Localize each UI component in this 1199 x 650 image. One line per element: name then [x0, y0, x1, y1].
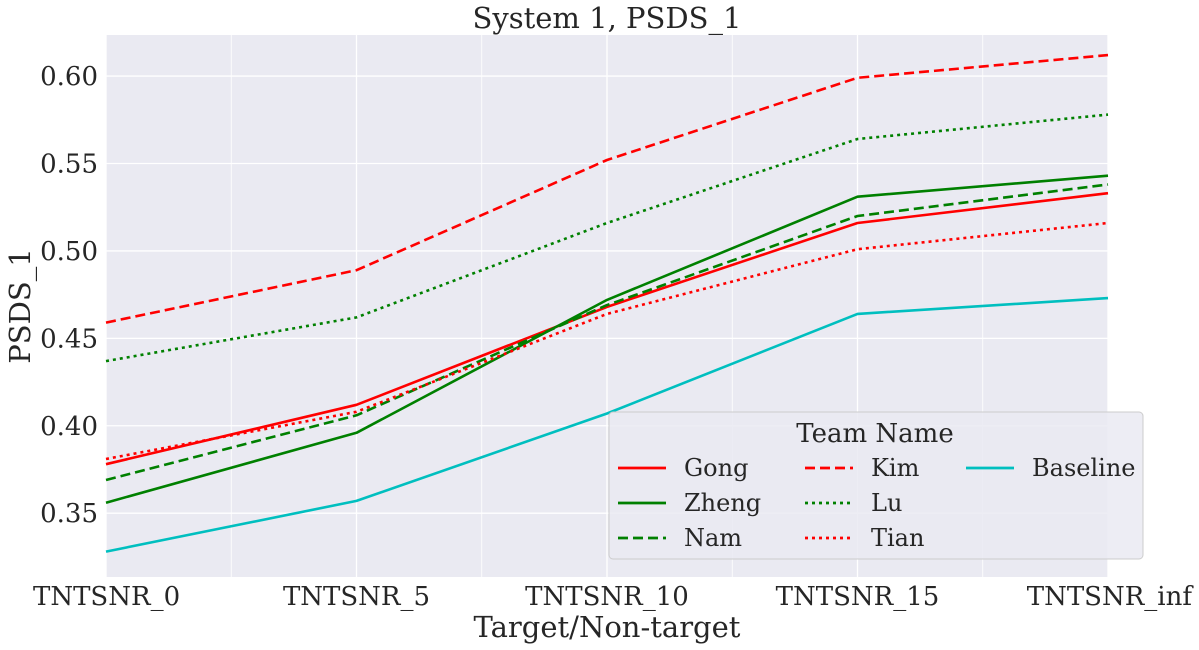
series-line-baseline [105, 296, 1109, 553]
legend-box [608, 411, 1144, 560]
x-tick-label: TNTSNR_5 [283, 582, 430, 612]
legend-items: Gong Zheng Nam Kim Lu Tian Baseline [618, 454, 1135, 552]
series-line-nam [105, 183, 1109, 482]
legend-title: Team Name [796, 419, 953, 449]
series-line-gong [105, 191, 1109, 466]
y-tick-label: 0.45 [40, 324, 98, 354]
legend-label-tian: Tian [871, 524, 924, 552]
y-tick-label: 0.35 [40, 499, 98, 529]
legend-label-lu: Lu [871, 489, 902, 517]
legend-label-gong: Gong [684, 454, 748, 482]
series-line-tian [105, 221, 1109, 461]
series-line-kim [105, 53, 1109, 324]
y-tick-label: 0.40 [40, 412, 98, 442]
y-tick-label: 0.50 [40, 237, 98, 267]
legend-label-baseline: Baseline [1032, 454, 1135, 482]
x-tick-label: TNTSNR_10 [525, 582, 689, 612]
x-tick-label: TNTSNR_0 [33, 582, 180, 612]
legend-label-zheng: Zheng [684, 489, 761, 517]
x-tick-label: TNTSNR_15 [776, 582, 940, 612]
y-tick-labels: 0.35 0.40 0.45 0.50 0.55 0.60 [40, 62, 98, 529]
y-axis-label: PSDS_1 [3, 248, 38, 363]
series-line-lu [105, 113, 1109, 363]
y-tick-label: 0.60 [40, 62, 98, 92]
chart-title: System 1, PSDS_1 [472, 1, 741, 36]
legend: Team Name Gong Zheng Nam Kim Lu Tian Baseline [608, 411, 1144, 560]
x-tick-label: TNTSNR_inf [1027, 582, 1195, 612]
x-tick-labels: TNTSNR_0 TNTSNR_5 TNTSNR_10 TNTSNR_15 TNTSNR… [33, 582, 1194, 612]
y-tick-label: 0.55 [40, 150, 98, 180]
x-axis-label: Target/Non-target [474, 610, 741, 644]
series-lines [105, 53, 1109, 553]
legend-label-kim: Kim [871, 454, 920, 482]
legend-label-nam: Nam [684, 524, 742, 552]
series-line-zheng [105, 174, 1109, 504]
